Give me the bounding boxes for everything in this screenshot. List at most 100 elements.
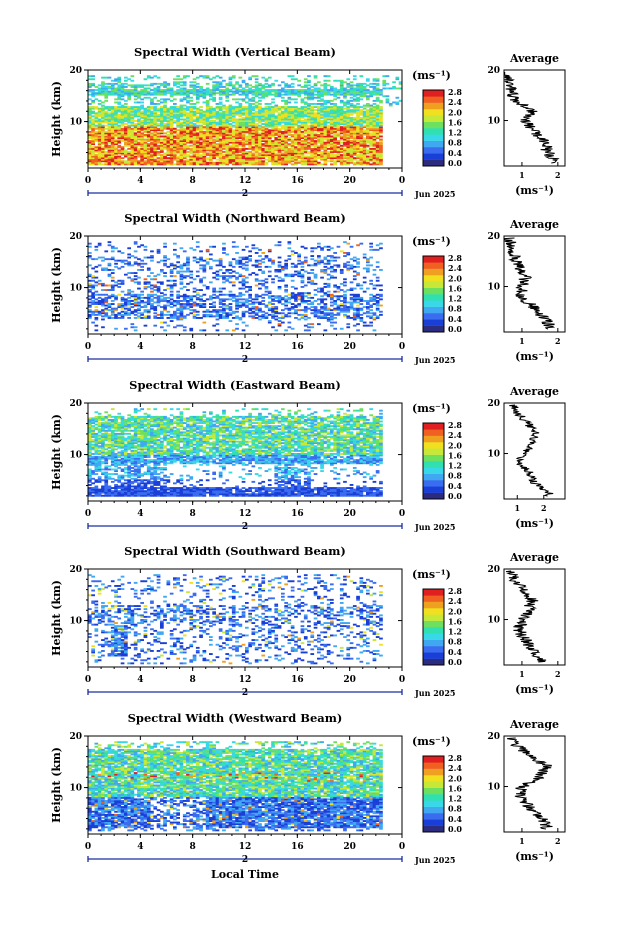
heatmap-cell — [143, 286, 148, 288]
heatmap-cell — [212, 107, 216, 110]
heatmap-cell — [166, 265, 171, 268]
heatmap-cell — [258, 140, 262, 142]
heatmap-cell — [254, 163, 259, 166]
heatmap-cell — [235, 124, 239, 127]
heatmap-cell — [343, 160, 347, 163]
heatmap-cell — [287, 138, 292, 141]
heatmap-cell — [199, 303, 203, 305]
heatmap-cell — [313, 103, 318, 105]
heatmap-cell — [235, 129, 239, 132]
heatmap-cell — [97, 146, 102, 149]
heatmap-cell — [120, 151, 125, 153]
heatmap-cell — [176, 160, 180, 163]
heatmap-cell — [267, 118, 272, 121]
heatmap-cell — [343, 101, 347, 104]
heatmap-cell — [231, 137, 236, 139]
heatmap-cell — [114, 315, 118, 318]
heatmap-cell — [218, 106, 223, 108]
heatmap-cell — [110, 250, 115, 253]
heatmap-cell — [375, 154, 380, 156]
heatmap-cell — [267, 107, 272, 110]
heatmap-cell — [150, 84, 154, 87]
heatmap-cell — [215, 295, 220, 298]
heatmap-cell — [143, 256, 148, 259]
heatmap-cell — [352, 75, 357, 78]
heatmap-cell — [153, 112, 158, 115]
heatmap-cell — [323, 75, 328, 78]
heatmap-cell — [110, 121, 115, 124]
heatmap-cell — [277, 132, 282, 135]
heatmap-cell — [150, 293, 154, 296]
heatmap-cell — [169, 132, 174, 135]
heatmap-cell — [88, 146, 92, 149]
heatmap-cell — [133, 120, 138, 122]
heatmap-cell — [313, 149, 318, 152]
heatmap-cell — [222, 116, 226, 119]
heatmap-cell — [186, 264, 190, 267]
heatmap-cell — [307, 103, 311, 105]
heatmap-cell — [209, 132, 213, 135]
heatmap-cell — [189, 135, 194, 138]
heatmap-cell — [274, 161, 279, 164]
heatmap-cell — [202, 132, 207, 135]
heatmap-cell — [91, 115, 95, 118]
heatmap-cell — [333, 107, 337, 110]
heatmap-cell — [274, 160, 279, 163]
heatmap-cell — [297, 109, 301, 112]
heatmap-cell — [258, 143, 262, 146]
heatmap-cell — [173, 300, 177, 302]
heatmap-cell — [186, 95, 190, 98]
heatmap-cell — [133, 92, 138, 95]
heatmap-cell — [277, 155, 282, 158]
heatmap-cell — [228, 264, 233, 267]
heatmap-cell — [140, 317, 144, 319]
heatmap-cell — [343, 93, 347, 96]
heatmap-cell — [235, 121, 239, 124]
heatmap-cell — [310, 103, 315, 105]
colorbar-tick-label: 2.4 — [448, 97, 462, 107]
heatmap-cell — [254, 158, 259, 161]
heatmap-cell — [107, 152, 112, 155]
heatmap-cell — [245, 161, 249, 164]
heatmap-cell — [261, 161, 266, 164]
heatmap-cell — [146, 118, 151, 121]
heatmap-cell — [241, 312, 246, 315]
heatmap-cell — [182, 295, 187, 298]
heatmap-cell — [274, 79, 279, 82]
heatmap-cell — [248, 138, 252, 141]
heatmap-cell — [117, 152, 122, 155]
heatmap-cell — [251, 138, 256, 141]
heatmap-cell — [133, 143, 138, 146]
heatmap-cell — [91, 78, 95, 81]
heatmap-cell — [222, 90, 226, 93]
heatmap-cell — [356, 98, 360, 101]
heatmap-cell — [150, 163, 154, 166]
heatmap-cell — [277, 134, 282, 136]
heatmap-cell — [326, 137, 331, 139]
heatmap-cell — [303, 107, 308, 110]
heatmap-cell — [215, 163, 220, 166]
heatmap-cell — [94, 135, 99, 138]
heatmap-cell — [192, 158, 197, 161]
heatmap-cell — [199, 155, 203, 158]
heatmap-cell — [91, 93, 95, 96]
heatmap-cell — [104, 267, 109, 270]
heatmap-cell — [228, 155, 233, 158]
heatmap-cell — [339, 149, 344, 152]
heatmap-cell — [176, 124, 180, 127]
heatmap-cell — [117, 118, 122, 121]
heatmap-cell — [124, 312, 128, 315]
heatmap-cell — [356, 86, 360, 88]
heatmap-cell — [91, 110, 95, 113]
heatmap-cell — [120, 121, 125, 124]
heatmap-cell — [156, 289, 161, 291]
heatmap-cell — [176, 309, 180, 312]
heatmap-cell — [127, 247, 131, 250]
heatmap-cell — [107, 126, 112, 129]
heatmap-cell — [169, 129, 174, 132]
heatmap-cell — [101, 132, 105, 135]
heatmap-cell — [133, 109, 138, 112]
heatmap-cell — [163, 143, 167, 146]
heatmap-cell — [166, 144, 171, 147]
heatmap-cell — [362, 155, 367, 158]
